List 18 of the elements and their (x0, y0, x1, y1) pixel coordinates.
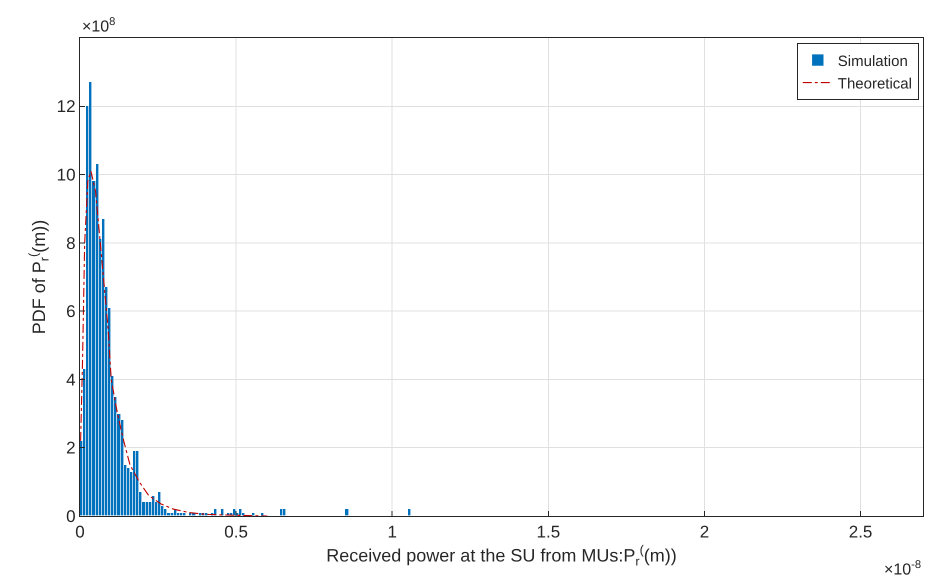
y-tick-label: 6 (66, 302, 76, 322)
x-tick-label: 1.5 (536, 522, 560, 542)
y-tick-label: 2 (66, 438, 76, 458)
legend-label: Theoretical (838, 75, 912, 92)
y-tick-label: 10 (56, 166, 76, 185)
y-tick-label: 4 (66, 370, 76, 390)
x-tick-label: 2 (700, 522, 710, 542)
y-tick-label: 8 (66, 234, 76, 253)
text: ×10$^{8}$ (82, 16, 116, 36)
legend-label: Simulation (838, 52, 908, 70)
text: ×10$^{-8}$ (884, 559, 922, 578)
x-tick-label: 0.5 (224, 522, 248, 542)
x-tick-label: 1 (387, 522, 397, 542)
x-tick-label: 2.5 (848, 522, 872, 542)
x-axis-title: Received power at the SU from MUs:P$_{r}$$^{(}$(m)) (326, 542, 677, 568)
y-tick-label: 12 (56, 97, 76, 116)
y-tick-label: 0 (66, 506, 76, 526)
line-series (80, 170, 268, 516)
